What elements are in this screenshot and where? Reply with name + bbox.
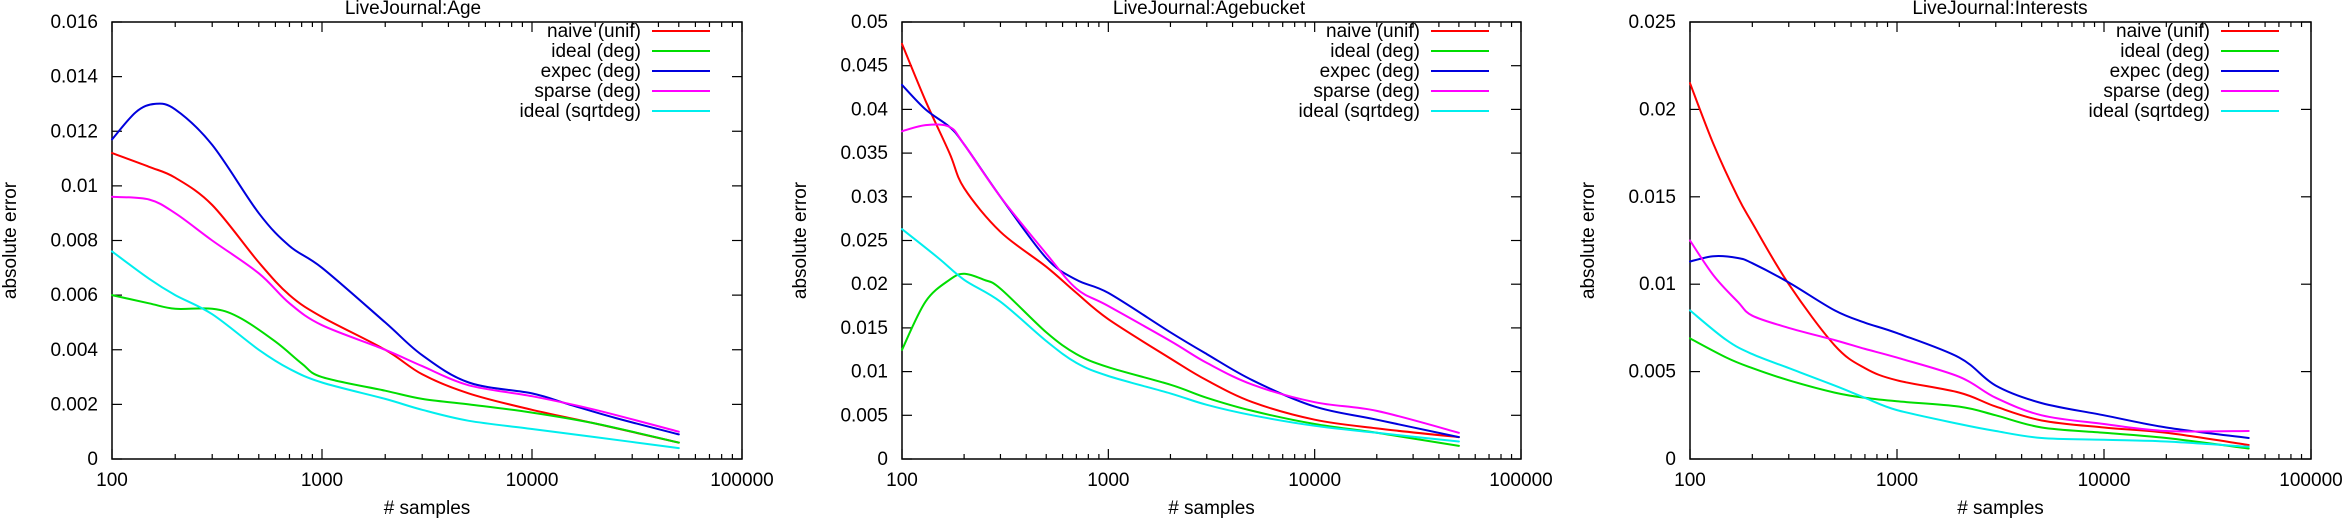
legend-label: naive (unif) [547,21,641,42]
x-axis-label: # samples [1957,498,2044,519]
series-line-1 [1689,82,2250,446]
y-tick-label: 0.002 [50,394,98,415]
legend-label: sparse (deg) [534,81,641,102]
chart-title: LiveJournal:Age [345,0,481,19]
plot-frame [901,21,1522,460]
y-tick-label: 0.01 [1639,274,1676,295]
y-tick-label: 0.012 [50,121,98,142]
x-tick-label: 100 [886,470,918,491]
y-tick-label: 0.015 [1628,187,1676,208]
x-tick-label: 1000 [1087,470,1129,491]
legend-label: ideal (sqrtdeg) [520,101,641,122]
x-tick-label: 100 [1674,470,1706,491]
y-tick-label: 0.025 [1628,12,1676,33]
y-axis-label: absolute error [790,181,811,299]
legend-label: ideal (sqrtdeg) [2089,101,2210,122]
y-tick-label: 0.035 [840,143,888,164]
plot-frame [111,21,743,460]
y-tick-label: 0 [877,449,888,470]
legend-label: expec (deg) [541,61,641,82]
series-line-3 [111,102,680,436]
x-tick-label: 10000 [506,470,559,491]
legend-label: sparse (deg) [1313,81,1420,102]
x-axis-label: # samples [384,498,471,519]
y-tick-label: 0.02 [851,274,888,295]
chart-panel-1: LiveJournal:Age 0 0.002 0.004 0.006 0.008 0.01… [0,0,774,519]
series-line-2 [111,294,680,444]
series-line-4 [1689,239,2250,433]
y-axis-label: absolute error [1578,181,1599,299]
legend-label: ideal (deg) [551,41,641,62]
legend-label: naive (unif) [2116,21,2210,42]
legend-label: ideal (deg) [1330,41,1420,62]
chart-title: LiveJournal:Agebucket [1113,0,1306,19]
y-tick-label: 0 [1665,449,1676,470]
legend-label: ideal (deg) [2120,41,2210,62]
legend-label: naive (unif) [1326,21,1420,42]
series-line-3 [1689,255,2250,439]
series-line-4 [901,123,1460,434]
chart-panel-2: LiveJournal:Agebucket 0 0.005 0.01 0.015 0.02… [790,0,1553,519]
series-line-2 [901,272,1460,447]
y-tick-label: 0.008 [50,231,98,252]
y-tick-label: 0 [87,449,98,470]
plot-frame [1689,21,2312,460]
y-tick-label: 0.045 [840,56,888,77]
x-tick-label: 100000 [710,470,773,491]
y-tick-label: 0.02 [1639,99,1676,120]
y-tick-label: 0.04 [851,99,888,120]
y-tick-label: 0.016 [50,12,98,33]
x-tick-label: 100000 [1489,470,1552,491]
legend-label: sparse (deg) [2103,81,2210,102]
y-tick-label: 0.005 [1628,362,1676,383]
series-line-2 [1689,337,2250,450]
x-tick-label: 1000 [301,470,343,491]
x-axis-label: # samples [1168,498,1255,519]
y-tick-label: 0.03 [851,187,888,208]
legend-label: expec (deg) [2110,61,2210,82]
series-line-5 [1689,309,2250,448]
chart-panel-3: LiveJournal:Interests 0 0.005 0.01 0.015 0.02… [1578,0,2343,519]
chart-title: LiveJournal:Interests [1912,0,2087,19]
x-tick-label: 10000 [2078,470,2131,491]
series-line-5 [111,250,680,450]
y-tick-label: 0.025 [840,231,888,252]
y-axis-label: absolute error [0,181,21,299]
series-line-5 [901,228,1460,443]
x-tick-label: 100 [96,470,128,491]
y-tick-label: 0.005 [840,405,888,426]
series-line-1 [901,42,1460,439]
series-line-4 [111,195,680,433]
x-tick-label: 100000 [2279,470,2342,491]
legend-label: expec (deg) [1320,61,1420,82]
x-tick-label: 1000 [1876,470,1918,491]
legend-label: ideal (sqrtdeg) [1299,101,1420,122]
series-line-1 [111,152,680,444]
y-tick-label: 0.015 [840,318,888,339]
y-tick-label: 0.014 [50,67,98,88]
y-tick-label: 0.01 [61,176,98,197]
series-line-3 [901,83,1460,439]
x-tick-label: 10000 [1288,470,1341,491]
y-tick-label: 0.01 [851,362,888,383]
y-tick-label: 0.006 [50,285,98,306]
y-tick-label: 0.004 [50,340,98,361]
y-tick-label: 0.05 [851,12,888,33]
